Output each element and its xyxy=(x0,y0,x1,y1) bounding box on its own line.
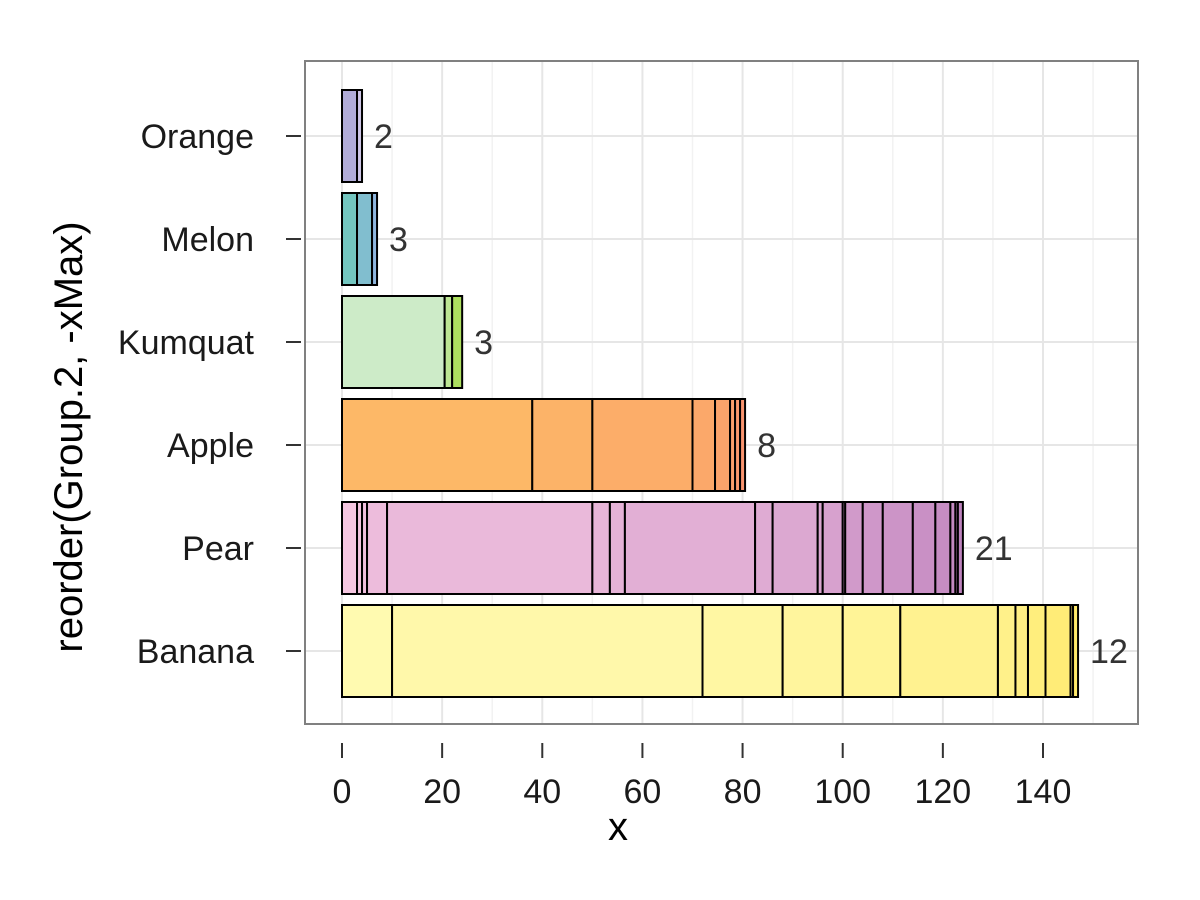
bar-segment-pear-12 xyxy=(821,501,844,595)
y-tick-label-melon: Melon xyxy=(161,221,254,259)
x-tick-label: 0 xyxy=(333,773,352,811)
bar-segment-banana-7 xyxy=(996,604,1017,698)
count-label-kumquat: 3 xyxy=(474,324,493,362)
bar-segment-kumquat-2 xyxy=(443,295,454,389)
bar-segment-kumquat-1 xyxy=(341,295,446,389)
x-tick-label: 140 xyxy=(1015,773,1072,811)
bar-segment-orange-2 xyxy=(356,89,364,183)
count-label-melon: 3 xyxy=(389,221,408,259)
x-tick-label: 100 xyxy=(814,773,871,811)
y-tick-label-pear: Pear xyxy=(182,530,254,568)
bar-segment-pear-8 xyxy=(623,501,757,595)
bar-segment-apple-3 xyxy=(591,398,694,492)
labels-layer: 12 21 8 3 3 2 xyxy=(374,118,1128,671)
bar-segment-pear-5 xyxy=(386,501,594,595)
bar-segment-pear-4 xyxy=(366,501,389,595)
bar-segment-apple-8 xyxy=(739,398,747,492)
bar-segment-pear-21 xyxy=(956,501,964,595)
x-axis-title: x xyxy=(608,805,628,849)
bar-segment-pear-6 xyxy=(591,501,611,595)
bar-segment-pear-9 xyxy=(754,501,774,595)
bar-segment-banana-8 xyxy=(1014,604,1029,698)
axes-layer: 0 20 40 60 80 100 120 140 Banana Pear Apple Kumquat… xyxy=(118,118,1071,811)
x-tick-label: 80 xyxy=(724,773,762,811)
bar-segment-banana-6 xyxy=(899,604,999,698)
y-tick-label-kumquat: Kumquat xyxy=(118,324,255,362)
x-tick-label: 40 xyxy=(523,773,561,811)
y-tick-label-banana: Banana xyxy=(137,633,254,671)
y-tick-label-apple: Apple xyxy=(167,427,254,465)
bar-segment-kumquat-3 xyxy=(451,295,464,389)
bar-segment-pear-15 xyxy=(861,501,884,595)
bar-segment-banana-5 xyxy=(841,604,902,698)
bar-segment-apple-1 xyxy=(341,398,534,492)
bar-segment-orange-1 xyxy=(341,89,359,183)
bar-segment-pear-10 xyxy=(771,501,819,595)
bar-segment-banana-3 xyxy=(701,604,784,698)
x-tick-label: 120 xyxy=(914,773,971,811)
bar-segment-pear-16 xyxy=(881,501,914,595)
bar-segment-melon-1 xyxy=(341,192,359,286)
bar-segment-banana-12 xyxy=(1072,604,1080,698)
bar-segment-banana-1 xyxy=(341,604,394,698)
bar-segment-apple-5 xyxy=(714,398,732,492)
count-label-orange: 2 xyxy=(374,118,393,156)
x-tick-label: 20 xyxy=(423,773,461,811)
bar-segment-pear-17 xyxy=(911,501,937,595)
bar-segment-pear-18 xyxy=(934,501,952,595)
y-tick-label-orange: Orange xyxy=(141,118,254,156)
y-axis-title: reorder(Group.2, -xMax) xyxy=(47,221,91,652)
bar-segment-pear-14 xyxy=(844,501,864,595)
panel-border xyxy=(304,60,1139,725)
bar-segment-melon-2 xyxy=(356,192,374,286)
bar-segment-banana-9 xyxy=(1026,604,1047,698)
bar-segment-apple-4 xyxy=(691,398,717,492)
count-label-pear: 21 xyxy=(975,530,1013,568)
bar-segment-apple-2 xyxy=(531,398,594,492)
bar-segment-pear-1 xyxy=(341,501,359,595)
bar-segment-pear-7 xyxy=(608,501,626,595)
bar-segment-banana-4 xyxy=(781,604,844,698)
bar-segment-banana-10 xyxy=(1044,604,1072,698)
count-label-apple: 8 xyxy=(757,427,776,465)
x-tick-label: 60 xyxy=(624,773,662,811)
bar-segment-melon-3 xyxy=(371,192,379,286)
bars-layer xyxy=(341,89,1080,698)
count-label-banana: 12 xyxy=(1090,633,1128,671)
bar-segment-banana-2 xyxy=(391,604,704,698)
